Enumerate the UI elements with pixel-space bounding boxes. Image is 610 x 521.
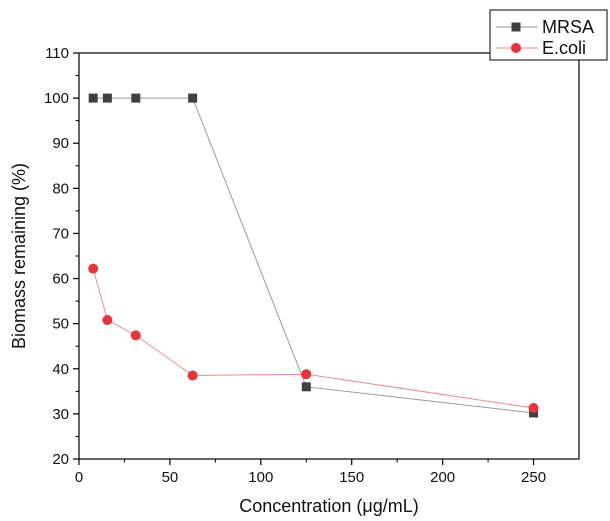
data-point-e-coli (88, 263, 99, 274)
y-tick-label: 110 (45, 45, 69, 62)
y-tick-label: 80 (52, 180, 69, 197)
legend-box (489, 9, 608, 61)
y-tick-label: 30 (52, 406, 69, 423)
data-point-mrsa (188, 93, 198, 103)
data-point-mrsa (102, 93, 112, 103)
data-point-mrsa (131, 93, 141, 103)
data-point-e-coli (187, 370, 198, 381)
legend-label-mrsa: MRSA (542, 17, 594, 37)
x-tick-label: 250 (521, 469, 546, 486)
data-point-mrsa (301, 382, 311, 392)
legend-marker-ecoli (511, 43, 521, 53)
legend-marker-mrsa (511, 22, 521, 32)
y-axis: 20 30 40 50 60 70 80 90 100 110 (44, 45, 79, 468)
x-tick-label: 200 (430, 469, 455, 486)
y-tick-label: 60 (52, 271, 69, 288)
x-axis-title: Concentration (μg/mL) (239, 496, 418, 516)
legend: MRSA E.coli (489, 9, 608, 61)
x-tick-label: 50 (162, 469, 179, 486)
y-tick-label: 50 (52, 316, 69, 333)
x-tick-label: 100 (248, 469, 273, 486)
y-axis-title: Biomass remaining (%) (9, 163, 29, 349)
x-tick-label: 150 (339, 469, 364, 486)
y-tick-label: 20 (52, 451, 69, 468)
y-tick-label: 100 (44, 90, 69, 107)
y-tick-label: 90 (52, 135, 69, 152)
series-line-mrsa (93, 97, 534, 414)
y-tick-label: 70 (52, 225, 69, 242)
series-layer (88, 93, 539, 418)
data-point-e-coli (528, 403, 539, 414)
series-line-e-coli (92, 268, 534, 409)
data-point-e-coli (130, 330, 141, 341)
data-point-e-coli (102, 315, 113, 326)
plot-frame (78, 52, 580, 460)
x-tick-label: 0 (75, 469, 83, 486)
x-axis: 0 50 100 150 200 250 (75, 459, 546, 486)
data-point-e-coli (301, 369, 312, 380)
legend-label-ecoli: E.coli (542, 38, 586, 58)
y-tick-label: 40 (52, 361, 69, 378)
data-point-mrsa (88, 93, 98, 103)
